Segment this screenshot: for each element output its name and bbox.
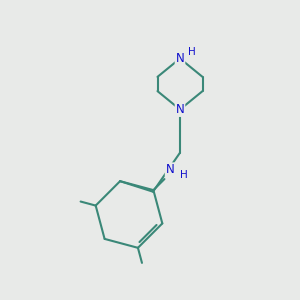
- Text: N: N: [166, 163, 175, 176]
- Text: N: N: [176, 52, 184, 65]
- Text: N: N: [176, 103, 184, 116]
- Text: H: H: [188, 47, 195, 57]
- Text: H: H: [180, 170, 188, 180]
